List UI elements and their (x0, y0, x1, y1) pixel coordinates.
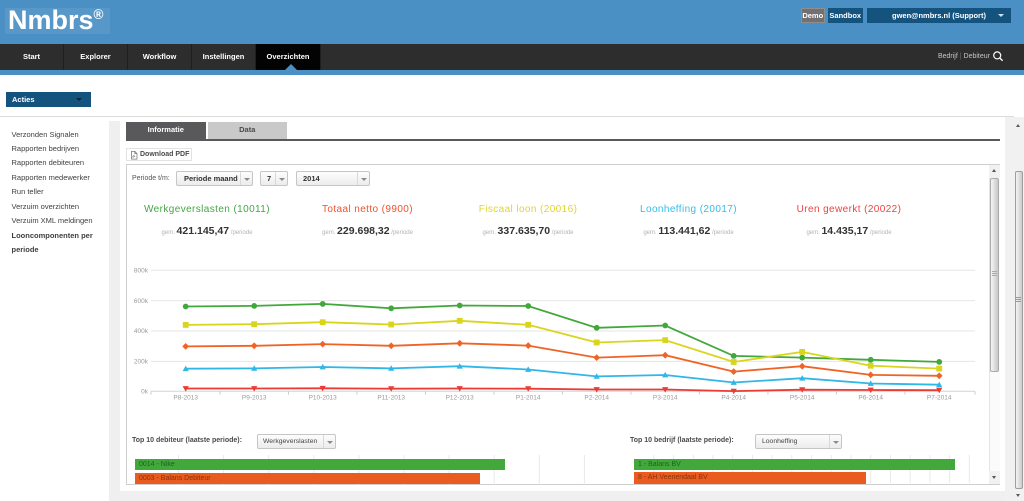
svg-text:P6-2014: P6-2014 (858, 395, 883, 402)
svg-text:P12-2013: P12-2013 (446, 395, 475, 402)
svg-text:600k: 600k (134, 298, 149, 305)
svg-text:400k: 400k (134, 328, 149, 335)
svg-text:P2-2014: P2-2014 (584, 395, 609, 402)
svg-text:P7-2014: P7-2014 (927, 395, 952, 402)
svg-text:0k: 0k (141, 389, 149, 396)
svg-text:P4-2014: P4-2014 (721, 395, 746, 402)
svg-text:P8-2013: P8-2013 (173, 395, 198, 402)
svg-text:200k: 200k (134, 359, 149, 366)
svg-text:P9-2013: P9-2013 (242, 395, 267, 402)
svg-text:P5-2014: P5-2014 (790, 395, 815, 402)
svg-text:P1-2014: P1-2014 (516, 395, 541, 402)
svg-text:P10-2013: P10-2013 (309, 395, 338, 402)
svg-text:P11-2013: P11-2013 (377, 395, 405, 402)
svg-text:800k: 800k (134, 267, 149, 274)
svg-text:P3-2014: P3-2014 (653, 395, 678, 402)
